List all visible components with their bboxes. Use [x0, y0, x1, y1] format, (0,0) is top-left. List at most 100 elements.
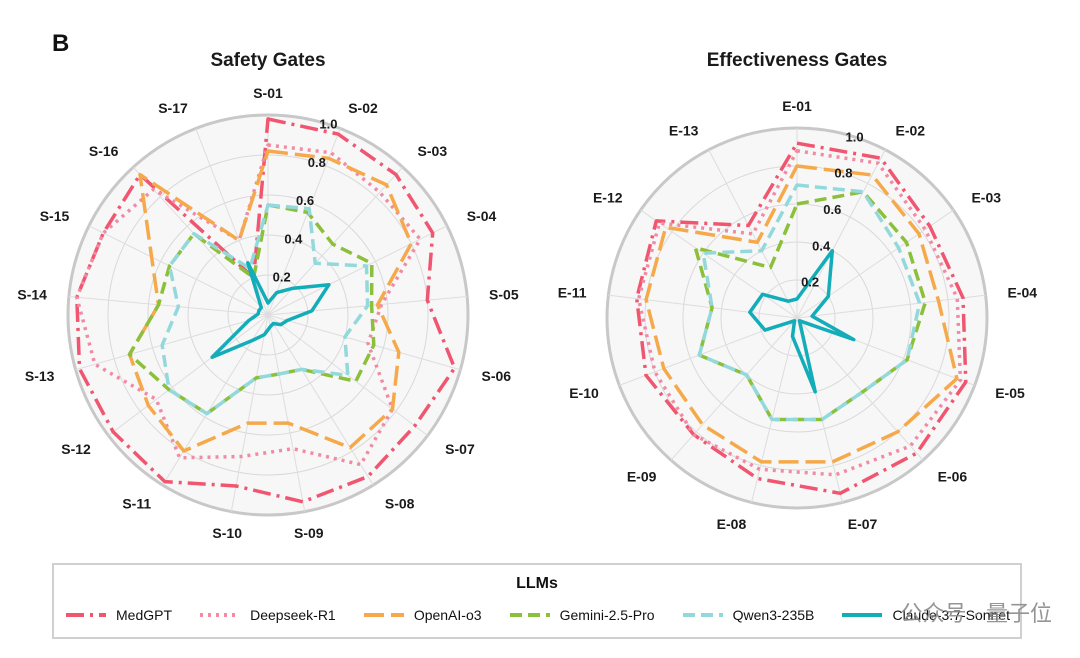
grid-spoke: [608, 294, 798, 319]
axis-label: S-09: [294, 525, 324, 541]
axis-label: S-04: [467, 208, 497, 224]
legend: LLMs MedGPT Deepseek-R1 OpenAI-o3 Gemini-2.…: [52, 563, 1022, 639]
tick-label: 0.2: [273, 270, 291, 285]
axis-label: S-13: [25, 368, 55, 384]
axis-label: S-15: [40, 208, 70, 224]
series-line: [127, 149, 413, 453]
panel-letter: B: [52, 30, 70, 57]
grid-spoke: [230, 314, 269, 512]
legend-item: MedGPT: [64, 607, 172, 623]
axis-label: S-07: [445, 441, 475, 457]
axis-label: S-16: [89, 143, 119, 159]
legend-label: Gemini-2.5-Pro: [559, 607, 655, 623]
axis-label: S-11: [122, 496, 151, 512]
axis-label: S-03: [418, 143, 448, 159]
axis-label: S-02: [348, 100, 378, 116]
series-line: [75, 117, 457, 504]
legend-item: Qwen3-235B: [681, 607, 815, 623]
grid-spoke: [162, 314, 269, 486]
grid-spoke: [108, 314, 269, 436]
axis-label: E-10: [569, 385, 599, 401]
legend-swatch: [682, 613, 723, 617]
grid-spoke: [796, 209, 954, 319]
tick-label: 0.6: [296, 193, 314, 208]
axis-label: S-06: [482, 368, 512, 384]
legend-title: LLMs: [516, 575, 558, 592]
grid-spoke: [267, 314, 306, 512]
legend-items: MedGPT Deepseek-R1 OpenAI-o3 Gemini-2.5-Pro…: [64, 607, 1010, 623]
grid-spoke: [796, 149, 886, 319]
axis-label: S-01: [253, 85, 283, 101]
axis-label: E-01: [782, 98, 812, 114]
grid-spoke: [640, 209, 798, 319]
legend-label: Qwen3-235B: [732, 607, 815, 623]
legend-label: OpenAI-o3: [413, 607, 482, 623]
axis-label: E-12: [593, 190, 623, 206]
tick-label: 0.8: [308, 155, 326, 170]
axis-label: E-03: [971, 190, 1001, 206]
axis-label: E-08: [717, 516, 747, 532]
series-line: [697, 183, 922, 422]
legend-item: Deepseek-R1: [198, 607, 336, 623]
grid-spoke: [88, 225, 269, 316]
tick-label: 1.0: [846, 129, 864, 144]
radar-charts: 0.2 0.4 0.6 0.8 1.0 S-01 S-02 S-03 S-04 S-05 S-06 S…: [17, 50, 1038, 541]
series-line: [748, 248, 856, 394]
radar-chart-2: 0.2 0.4 0.6 0.8 1.0 E-01 E-02 E-03 E-04 E-05 E-06 E…: [558, 50, 1038, 532]
legend-item: Claude-3.7-Sonnet: [840, 607, 1010, 623]
grid-spoke: [796, 294, 986, 319]
tick-label: 1.0: [319, 117, 337, 132]
grid-spoke: [75, 314, 269, 371]
grid-spoke: [708, 149, 798, 319]
series-line: [636, 149, 963, 477]
axis-label: S-10: [212, 525, 242, 541]
axis-label: S-17: [158, 100, 188, 116]
grid-spoke: [796, 317, 924, 461]
grid-spoke: [68, 296, 269, 316]
axis-label: E-13: [669, 122, 699, 138]
legend-swatch: [509, 613, 550, 617]
series-line: [210, 261, 331, 359]
tick-label: 0.6: [823, 202, 841, 217]
tick-label: 0.4: [812, 238, 831, 253]
grid-spoke: [751, 317, 798, 503]
chart-title: Safety Gates: [210, 50, 325, 71]
legend-item: Gemini-2.5-Pro: [508, 607, 655, 623]
axis-label: E-11: [558, 284, 587, 300]
series-line: [634, 141, 968, 496]
chart-title: Effectiveness Gates: [707, 50, 888, 71]
legend-swatch: [200, 613, 241, 617]
legend-item: OpenAI-o3: [362, 607, 482, 623]
axis-label: E-09: [627, 469, 657, 485]
axis-label: E-02: [896, 122, 926, 138]
axis-label: E-06: [938, 469, 968, 485]
legend-swatch: [66, 613, 106, 617]
radar-chart-1: 0.2 0.4 0.6 0.8 1.0 S-01 S-02 S-03 S-04 S-05 S-06 S…: [17, 50, 518, 541]
legend-label: MedGPT: [116, 607, 173, 623]
legend-label: Deepseek-R1: [250, 607, 336, 623]
axis-label: S-12: [61, 441, 91, 457]
grid-spoke: [267, 314, 461, 371]
axis-label: S-08: [385, 496, 415, 512]
legend-swatch: [363, 613, 404, 617]
series-line: [160, 203, 370, 416]
grid-spoke: [132, 166, 269, 316]
tick-label: 0.8: [834, 166, 852, 181]
axis-label: E-05: [995, 385, 1025, 401]
tick-label: 0.2: [801, 275, 819, 290]
series-line: [644, 164, 959, 464]
series-line: [127, 203, 376, 416]
series-line: [75, 143, 422, 467]
watermark: 公众号 · 量子位: [900, 601, 1052, 626]
grid-spoke: [267, 225, 448, 316]
legend-swatch: [842, 613, 883, 617]
axis-label: S-05: [489, 287, 519, 303]
axis-label: S-14: [17, 287, 47, 303]
grid-spoke: [670, 317, 798, 461]
axis-label: E-07: [848, 516, 878, 532]
grid-spoke: [267, 314, 374, 486]
tick-label: 0.4: [284, 231, 303, 246]
axis-label: E-04: [1007, 284, 1037, 300]
grid-spoke: [267, 314, 428, 436]
legend-label: Claude-3.7-Sonnet: [892, 607, 1010, 623]
